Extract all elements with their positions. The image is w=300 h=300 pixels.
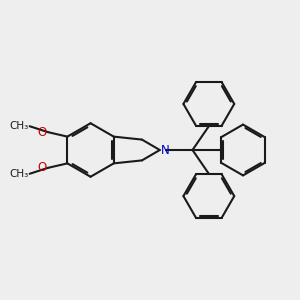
Text: N: N bbox=[161, 143, 170, 157]
Text: O: O bbox=[37, 161, 46, 174]
Text: CH₃: CH₃ bbox=[9, 121, 28, 131]
Text: CH₃: CH₃ bbox=[9, 169, 28, 179]
Text: O: O bbox=[37, 126, 46, 139]
